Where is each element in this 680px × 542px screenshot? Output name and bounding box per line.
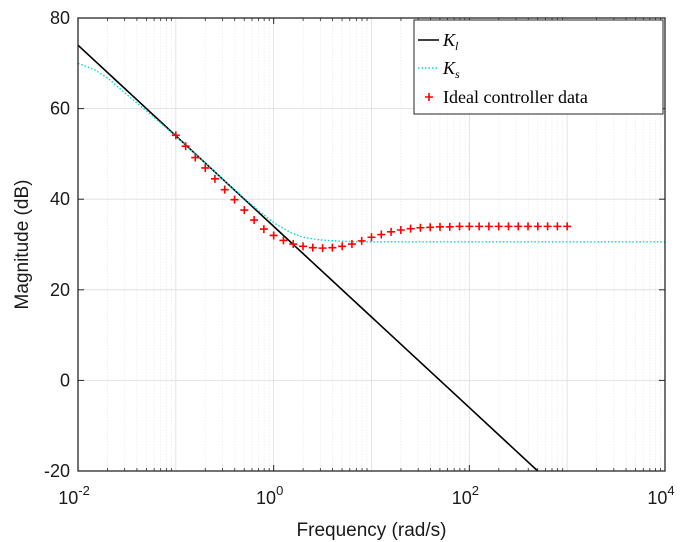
x-tick-label-base: 10	[256, 488, 276, 508]
ideal-data-marker	[465, 222, 474, 231]
x-tick-label-exponent: 0	[276, 483, 283, 498]
ideal-data-marker	[484, 222, 493, 231]
ideal-data-marker	[563, 222, 572, 231]
ideal-data-marker	[377, 230, 386, 239]
x-tick-label-exponent: -2	[78, 483, 90, 498]
ideal-data-marker	[533, 222, 542, 231]
ideal-data-marker	[240, 206, 249, 215]
ideal-data-marker	[210, 174, 219, 183]
ideal-data-marker	[299, 242, 308, 251]
y-tick-label: 80	[50, 8, 70, 28]
ideal-data-marker	[514, 222, 523, 231]
y-tick-label: 60	[50, 99, 70, 119]
legend-label-subscript: s	[455, 67, 460, 81]
legend-marker-ideal	[425, 93, 433, 101]
ideal-data-marker	[494, 222, 503, 231]
legend-label-name: K	[442, 58, 456, 78]
ideal-data-marker	[543, 222, 552, 231]
ideal-data-marker	[416, 223, 425, 232]
legend-label-name: K	[442, 30, 456, 50]
legend-label-subscript: l	[455, 39, 459, 53]
x-tick-label-base: 10	[452, 488, 472, 508]
ideal-data-marker	[259, 225, 268, 234]
y-axis-label: Magnitude (dB)	[12, 180, 33, 310]
x-tick-label-exponent: 4	[667, 483, 674, 498]
x-axis-label: Frequency (rad/s)	[297, 520, 447, 541]
ideal-data-marker	[191, 153, 200, 162]
ideal-data-marker	[318, 244, 327, 253]
x-tick-label-base: 10	[58, 488, 78, 508]
y-tick-label: 20	[50, 280, 70, 300]
ideal-data-marker	[181, 142, 190, 151]
x-tick-label: 102	[452, 483, 479, 508]
ideal-data-marker	[220, 185, 229, 194]
ideal-data-marker	[308, 243, 317, 252]
ideal-data-marker	[406, 224, 415, 233]
ideal-data-marker	[426, 223, 435, 232]
ideal-data-marker	[171, 131, 180, 140]
x-tick-label: 100	[256, 483, 283, 508]
ideal-data-marker	[269, 231, 278, 240]
x-tick-label-base: 10	[647, 488, 667, 508]
legend-label: Ks	[442, 58, 460, 81]
ideal-data-marker	[387, 227, 396, 236]
ideal-data-marker	[338, 242, 347, 251]
ideal-data-marker	[250, 216, 259, 225]
ks-series-line	[77, 62, 665, 243]
ideal-data-marker	[455, 222, 464, 231]
legend-box	[413, 19, 664, 115]
ideal-data-marker	[553, 222, 562, 231]
legend-label: Ideal controller data	[443, 87, 588, 107]
ideal-data-marker	[289, 240, 298, 249]
legend-label: Kl	[442, 30, 459, 53]
ideal-data-marker	[357, 236, 366, 245]
kl-series-line	[77, 44, 539, 472]
ideal-data-marker	[367, 233, 376, 242]
y-tick-label: 40	[50, 189, 70, 209]
series-layer	[77, 44, 665, 472]
ideal-data-marker	[279, 236, 288, 245]
plot-frame	[77, 17, 666, 472]
legend-label-name: Ideal controller data	[443, 87, 588, 107]
ideal-data-marker	[504, 222, 513, 231]
ideal-data-marker	[524, 222, 533, 231]
y-tick-label: 0	[60, 370, 70, 390]
ideal-data-marker	[396, 226, 405, 235]
ideal-data-marker	[475, 222, 484, 231]
ideal-data-marker	[347, 240, 356, 249]
x-tick-label: 104	[647, 483, 674, 508]
ideal-data-marker	[201, 163, 210, 172]
y-tick-label: -20	[44, 461, 70, 481]
x-tick-label-exponent: 2	[472, 483, 479, 498]
ideal-data-marker	[230, 195, 239, 204]
ideal-data-marker	[328, 243, 337, 252]
label-layer: Frequency (rad/s) Magnitude (dB)	[12, 180, 446, 541]
ideal-data-marker	[445, 222, 454, 231]
ideal-data-marker	[435, 222, 444, 231]
x-tick-label: 10-2	[58, 483, 90, 508]
